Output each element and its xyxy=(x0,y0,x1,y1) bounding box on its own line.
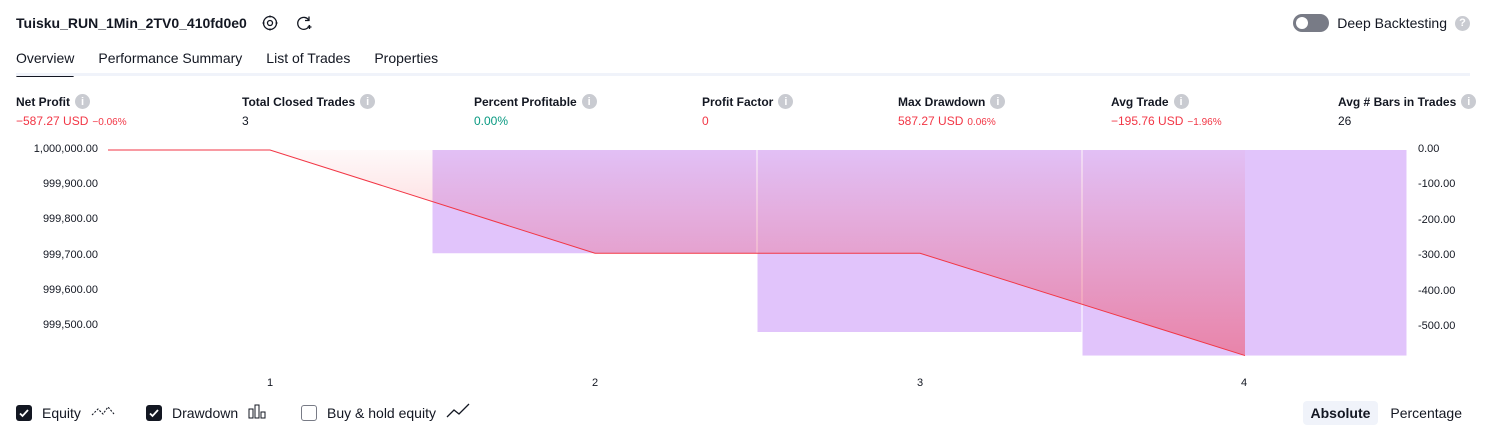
tab-overview[interactable]: Overview xyxy=(16,48,75,77)
equity-checkbox[interactable] xyxy=(16,404,32,421)
right-axis-tick: -200.00 xyxy=(1418,214,1456,226)
metric-profit-factor: Profit Factor i 0 xyxy=(702,94,794,128)
right-axis-tick: -500.00 xyxy=(1418,320,1456,332)
metric-label: Net Profit xyxy=(16,94,70,109)
drawdown-bars-icon xyxy=(248,403,266,422)
left-axis-tick: 999,900.00 xyxy=(42,178,98,190)
equity-line-icon xyxy=(91,403,115,422)
deep-backtesting-toggle[interactable] xyxy=(1293,14,1330,32)
metric-value: −587.27 USD xyxy=(16,114,89,128)
metric-value: 3 xyxy=(242,114,249,128)
help-icon[interactable]: i xyxy=(75,94,90,109)
right-axis-tick: -300.00 xyxy=(1418,249,1456,261)
legend-label: Equity xyxy=(42,404,81,421)
metric-label: Max Drawdown xyxy=(898,94,986,109)
x-axis-tick: 1 xyxy=(266,377,274,389)
left-axis-tick: 999,500.00 xyxy=(42,319,98,331)
help-icon[interactable]: i xyxy=(1173,94,1189,109)
left-axis-tick: 1,000,000.00 xyxy=(33,143,98,155)
help-icon[interactable]: i xyxy=(778,94,794,109)
percentage-button[interactable]: Percentage xyxy=(1390,405,1462,421)
tab-list-of-trades[interactable]: List of Trades xyxy=(266,50,351,66)
right-axis-tick: -100.00 xyxy=(1418,178,1456,190)
drawdown-checkbox[interactable] xyxy=(146,404,162,421)
metric-avg-trade: Avg Trade i −195.76 USD −1.96% xyxy=(1111,94,1222,128)
equity-line xyxy=(108,149,1246,357)
buy-hold-checkbox[interactable] xyxy=(301,404,317,421)
metric-label: Avg Trade xyxy=(1111,94,1169,109)
x-axis-tick: 3 xyxy=(916,377,924,389)
equity-drawdown-chart xyxy=(108,149,1407,357)
metric-percent: −1.96% xyxy=(1187,117,1222,128)
help-icon[interactable]: i xyxy=(1461,94,1477,109)
absolute-button[interactable]: Absolute xyxy=(1302,401,1379,425)
metric-value: 0.00% xyxy=(474,114,509,128)
help-icon[interactable]: i xyxy=(360,94,376,109)
left-axis-tick: 999,700.00 xyxy=(42,249,98,261)
metric-value: 587.27 USD xyxy=(898,114,964,128)
report-tabs: Overview Performance Summary List of Tra… xyxy=(16,48,462,77)
toggle-knob xyxy=(1296,17,1309,29)
metric-avg-bars: Avg # Bars in Trades i 26 xyxy=(1338,94,1477,128)
metric-percent: 0.06% xyxy=(967,117,996,128)
legend-equity[interactable]: Equity xyxy=(16,403,115,422)
metric-percent-profitable: Percent Profitable i 0.00% xyxy=(474,94,597,128)
metric-percent: −0.06% xyxy=(92,117,127,128)
deep-backtesting-control: Deep Backtesting ? xyxy=(1293,14,1470,32)
tabs-divider xyxy=(16,73,1470,76)
gear-icon[interactable] xyxy=(260,13,280,33)
deep-backtesting-label: Deep Backtesting xyxy=(1337,15,1447,31)
metric-value: 26 xyxy=(1338,114,1352,128)
buy-hold-line-icon xyxy=(446,403,470,422)
left-axis-tick: 999,800.00 xyxy=(42,213,98,225)
left-axis-tick: 999,600.00 xyxy=(42,284,98,296)
metric-label: Total Closed Trades xyxy=(242,94,356,109)
tab-performance-summary[interactable]: Performance Summary xyxy=(98,50,243,66)
legend-label: Drawdown xyxy=(172,404,239,421)
value-mode-switch: Absolute Percentage xyxy=(1302,401,1471,425)
report-header: Tuisku_RUN_1Min_2TV0_410fd0e0 Deep Backt… xyxy=(0,0,1486,48)
legend-buy-hold[interactable]: Buy & hold equity xyxy=(301,403,470,422)
metric-value: −195.76 USD xyxy=(1111,114,1184,128)
right-axis-tick: 0.00 xyxy=(1418,143,1440,155)
x-axis-tick: 4 xyxy=(1240,377,1248,389)
metric-total-closed-trades: Total Closed Trades i 3 xyxy=(242,94,376,128)
refresh-add-icon[interactable] xyxy=(294,13,314,33)
metric-label: Profit Factor xyxy=(702,94,774,109)
tab-properties[interactable]: Properties xyxy=(374,50,439,66)
help-icon[interactable]: i xyxy=(581,94,597,109)
legend-drawdown[interactable]: Drawdown xyxy=(146,403,266,422)
strategy-title: Tuisku_RUN_1Min_2TV0_410fd0e0 xyxy=(16,15,247,31)
right-axis-tick: -400.00 xyxy=(1418,285,1456,297)
metric-net-profit: Net Profit i −587.27 USD −0.06% xyxy=(16,94,127,128)
x-axis-tick: 2 xyxy=(591,377,599,389)
metric-max-drawdown: Max Drawdown i 587.27 USD 0.06% xyxy=(898,94,1006,128)
metric-label: Avg # Bars in Trades xyxy=(1338,94,1457,109)
help-icon[interactable]: ? xyxy=(1455,15,1470,31)
metric-value: 0 xyxy=(702,114,709,128)
help-icon[interactable]: i xyxy=(990,94,1006,109)
metric-label: Percent Profitable xyxy=(474,94,577,109)
legend-label: Buy & hold equity xyxy=(327,404,436,421)
